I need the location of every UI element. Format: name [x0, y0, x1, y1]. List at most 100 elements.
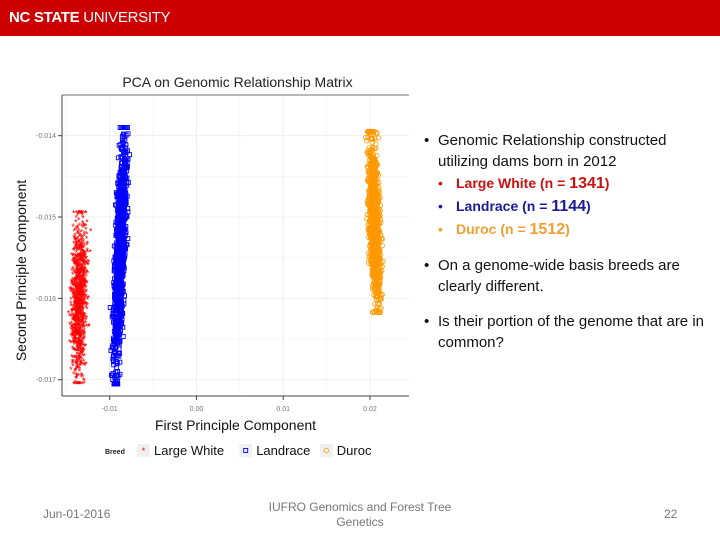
svg-text:*: *	[77, 304, 81, 314]
svg-text:*: *	[75, 304, 79, 314]
svg-text:*: *	[80, 311, 84, 321]
svg-text:*: *	[77, 299, 81, 309]
svg-text:*: *	[80, 299, 84, 309]
svg-text:*: *	[74, 260, 78, 270]
svg-text:*: *	[72, 325, 76, 335]
svg-text:*: *	[80, 331, 84, 341]
svg-text:*: *	[80, 247, 84, 257]
svg-text:*: *	[69, 299, 73, 309]
svg-text:*: *	[74, 328, 78, 338]
svg-text:*: *	[81, 323, 85, 333]
svg-text:*: *	[79, 289, 83, 299]
svg-text:*: *	[78, 300, 82, 310]
svg-text:*: *	[75, 286, 79, 296]
svg-text:*: *	[75, 297, 79, 307]
svg-text:*: *	[71, 359, 75, 369]
svg-text:*: *	[73, 353, 77, 363]
svg-text:*: *	[77, 317, 81, 327]
svg-text:*: *	[78, 353, 82, 363]
svg-text:*: *	[82, 248, 86, 258]
svg-text:*: *	[73, 256, 77, 266]
svg-text:*: *	[84, 300, 88, 310]
svg-text:*: *	[79, 304, 83, 314]
bullet-genomic-relationship: • Genomic Relationship constructed utilizi…	[424, 132, 667, 170]
svg-text:*: *	[81, 243, 85, 253]
svg-text:*: *	[77, 303, 81, 313]
svg-text:*: *	[81, 315, 85, 325]
svg-text:*: *	[76, 245, 80, 255]
svg-text:*: *	[83, 275, 87, 285]
svg-text:*: *	[87, 294, 91, 304]
svg-text:*: *	[79, 252, 83, 262]
svg-text:*: *	[83, 250, 87, 260]
svg-text:*: *	[79, 379, 83, 389]
svg-text:*: *	[79, 262, 83, 272]
svg-text:*: *	[81, 242, 85, 252]
svg-text:*: *	[74, 275, 78, 285]
svg-text:*: *	[74, 276, 78, 286]
svg-text:*: *	[84, 299, 88, 309]
svg-text:*: *	[73, 260, 77, 270]
svg-text:*: *	[85, 241, 89, 251]
svg-text:*: *	[79, 250, 83, 260]
svg-text:*: *	[80, 354, 84, 364]
svg-text:*: *	[82, 253, 86, 263]
svg-text:*: *	[76, 289, 80, 299]
svg-text:*: *	[72, 246, 76, 256]
svg-text:*: *	[75, 223, 79, 233]
svg-text:*: *	[78, 273, 82, 283]
chart-canvas: -0.01 0.00 0.01 0.02 -0.014 -0.015 -0.016 -0.01…	[13, 74, 409, 458]
svg-text:*: *	[76, 346, 80, 356]
svg-text:*: *	[84, 283, 88, 293]
svg-text:*: *	[76, 324, 80, 334]
svg-text:*: *	[76, 361, 80, 371]
svg-text:*: *	[74, 321, 78, 331]
svg-text:*: *	[78, 291, 82, 301]
svg-text:*: *	[78, 302, 82, 312]
svg-text:*: *	[75, 310, 79, 320]
svg-text:*: *	[78, 273, 82, 283]
svg-text:*: *	[84, 225, 88, 235]
svg-text:*: *	[78, 281, 82, 291]
svg-text:*: *	[79, 236, 83, 246]
svg-text:*: *	[77, 379, 81, 389]
svg-text:*: *	[79, 309, 83, 319]
svg-text:*: *	[80, 346, 84, 356]
svg-text:*: *	[78, 354, 82, 364]
svg-text:*: *	[76, 290, 80, 300]
svg-text:*: *	[74, 317, 78, 327]
svg-text:*: *	[82, 252, 86, 262]
svg-text:*: *	[79, 339, 83, 349]
svg-text:*: *	[78, 282, 82, 292]
svg-text:*: *	[83, 292, 87, 302]
svg-text:*: *	[68, 285, 72, 295]
svg-text:*: *	[71, 278, 75, 288]
svg-text:*: *	[76, 266, 80, 276]
svg-text:*: *	[77, 304, 81, 314]
svg-text:*: *	[73, 316, 77, 326]
svg-text:*: *	[74, 327, 78, 337]
svg-text:*: *	[76, 286, 80, 296]
svg-text:*: *	[80, 360, 84, 370]
svg-text:*: *	[78, 308, 82, 318]
svg-text:*: *	[77, 353, 81, 363]
svg-text:*: *	[73, 334, 77, 344]
svg-text:*: *	[79, 253, 83, 263]
svg-text:*: *	[82, 272, 86, 282]
sub-bullet-landrace: • Landrace (n = 1144)	[438, 198, 591, 215]
svg-text:*: *	[78, 350, 82, 360]
svg-text:*: *	[83, 342, 87, 352]
svg-text:*: *	[77, 317, 81, 327]
svg-text:*: *	[81, 208, 85, 218]
svg-text:*: *	[84, 342, 88, 352]
svg-text:*: *	[79, 268, 83, 278]
svg-text:*: *	[77, 226, 81, 236]
svg-text:*: *	[75, 307, 79, 317]
svg-text:*: *	[72, 239, 76, 249]
svg-text:*: *	[75, 268, 79, 278]
svg-text:*: *	[83, 361, 87, 371]
svg-text:*: *	[79, 289, 83, 299]
svg-text:*: *	[86, 239, 90, 249]
svg-text:*: *	[85, 279, 89, 289]
svg-text:*: *	[76, 256, 80, 266]
